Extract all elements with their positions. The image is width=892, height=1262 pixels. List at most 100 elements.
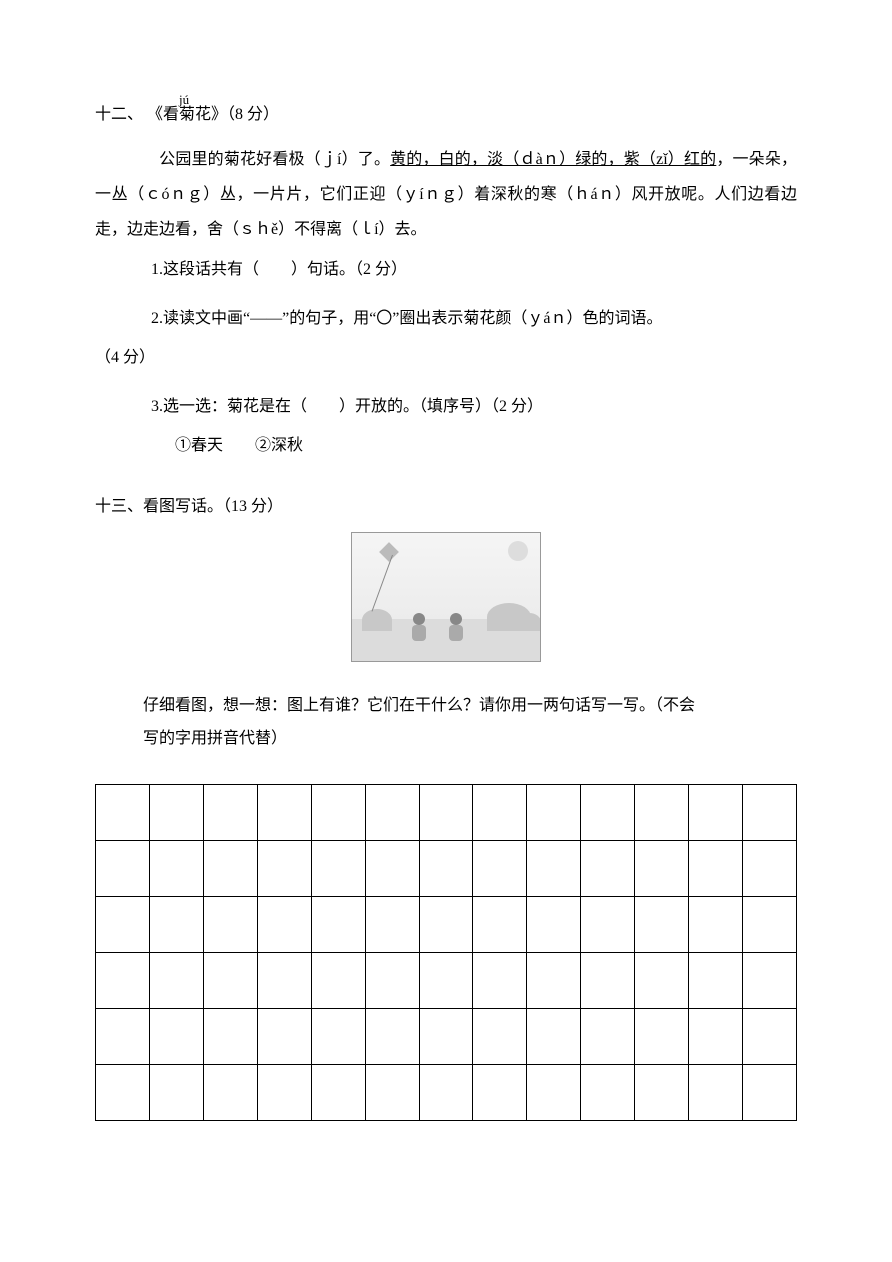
- writing-cell[interactable]: [689, 840, 743, 896]
- passage: 公园里的菊花好看极（ｊí）了。黄的，白的，淡（ｄàｎ）绿的，紫（zǐ）红的，一朵…: [95, 142, 797, 248]
- kite-icon: [379, 542, 399, 562]
- question-3-options: ①春天 ②深秋: [175, 428, 797, 463]
- writing-cell[interactable]: [581, 784, 635, 840]
- writing-cell[interactable]: [149, 840, 203, 896]
- writing-cell[interactable]: [96, 784, 150, 840]
- writing-cell[interactable]: [311, 840, 365, 896]
- writing-cell[interactable]: [96, 1064, 150, 1120]
- writing-cell[interactable]: [527, 784, 581, 840]
- writing-cell[interactable]: [689, 784, 743, 840]
- section-12-number: 十二、: [95, 106, 143, 123]
- section-13-heading: 十三、看图写话。（13 分）: [95, 492, 797, 516]
- writing-cell[interactable]: [473, 896, 527, 952]
- writing-cell[interactable]: [581, 896, 635, 952]
- writing-cell[interactable]: [473, 1008, 527, 1064]
- writing-cell[interactable]: [581, 1064, 635, 1120]
- writing-cell[interactable]: [419, 1008, 473, 1064]
- writing-cell[interactable]: [311, 1008, 365, 1064]
- writing-cell[interactable]: [257, 1008, 311, 1064]
- writing-prompt-line1: 仔细看图，想一想：图上有谁？它们在干什么？请你用一两句话写一写。（不会: [143, 689, 781, 723]
- writing-cell[interactable]: [743, 1064, 797, 1120]
- writing-cell[interactable]: [743, 952, 797, 1008]
- writing-cell[interactable]: [581, 1008, 635, 1064]
- writing-cell[interactable]: [203, 1064, 257, 1120]
- writing-cell[interactable]: [527, 952, 581, 1008]
- writing-cell[interactable]: [365, 784, 419, 840]
- writing-cell[interactable]: [689, 1064, 743, 1120]
- writing-cell[interactable]: [365, 1008, 419, 1064]
- writing-cell[interactable]: [635, 1008, 689, 1064]
- writing-cell[interactable]: [257, 840, 311, 896]
- writing-cell[interactable]: [365, 896, 419, 952]
- writing-cell[interactable]: [96, 840, 150, 896]
- question-2-line1: 2.读读文中画“——”的句子，用“〇”圈出表示菊花颜（ｙáｎ）色的词语。: [151, 301, 797, 336]
- writing-cell[interactable]: [203, 1008, 257, 1064]
- section-12-title-pre: 《看: [147, 106, 179, 123]
- writing-cell[interactable]: [689, 896, 743, 952]
- writing-cell[interactable]: [203, 952, 257, 1008]
- ruby-char-wrap: jú菊: [179, 106, 195, 123]
- writing-cell[interactable]: [257, 784, 311, 840]
- writing-cell[interactable]: [96, 952, 150, 1008]
- ruby-pinyin: jú: [179, 92, 189, 108]
- sun-icon: [508, 541, 528, 561]
- writing-cell[interactable]: [96, 1008, 150, 1064]
- writing-cell[interactable]: [743, 840, 797, 896]
- illustration-holder: [95, 532, 797, 667]
- writing-cell[interactable]: [311, 952, 365, 1008]
- kid-shape: [410, 613, 428, 641]
- ruby-char: 菊: [179, 106, 195, 123]
- writing-cell[interactable]: [527, 896, 581, 952]
- writing-cell[interactable]: [311, 784, 365, 840]
- writing-cell[interactable]: [473, 1064, 527, 1120]
- bush-shape: [517, 613, 541, 631]
- writing-cell[interactable]: [527, 840, 581, 896]
- writing-cell[interactable]: [311, 896, 365, 952]
- writing-cell[interactable]: [527, 1008, 581, 1064]
- writing-cell[interactable]: [257, 1064, 311, 1120]
- writing-cell[interactable]: [743, 784, 797, 840]
- writing-cell[interactable]: [203, 840, 257, 896]
- writing-cell[interactable]: [365, 952, 419, 1008]
- writing-cell[interactable]: [149, 784, 203, 840]
- writing-cell[interactable]: [149, 952, 203, 1008]
- writing-cell[interactable]: [149, 896, 203, 952]
- section-12-title-post: 花》（8 分）: [195, 106, 279, 123]
- question-2-line2: （4 分）: [95, 340, 797, 375]
- writing-cell[interactable]: [203, 896, 257, 952]
- writing-cell[interactable]: [149, 1064, 203, 1120]
- writing-cell[interactable]: [473, 784, 527, 840]
- writing-cell[interactable]: [635, 952, 689, 1008]
- writing-cell[interactable]: [149, 1008, 203, 1064]
- writing-cell[interactable]: [419, 784, 473, 840]
- writing-cell[interactable]: [365, 1064, 419, 1120]
- writing-cell[interactable]: [581, 840, 635, 896]
- writing-cell[interactable]: [311, 1064, 365, 1120]
- writing-cell[interactable]: [419, 896, 473, 952]
- writing-cell[interactable]: [689, 1008, 743, 1064]
- writing-cell[interactable]: [635, 840, 689, 896]
- writing-cell[interactable]: [473, 840, 527, 896]
- writing-cell[interactable]: [257, 896, 311, 952]
- writing-cell[interactable]: [527, 1064, 581, 1120]
- illustration-kids-kite: [351, 532, 541, 662]
- writing-cell[interactable]: [96, 896, 150, 952]
- writing-cell[interactable]: [419, 840, 473, 896]
- writing-cell[interactable]: [257, 952, 311, 1008]
- writing-cell[interactable]: [419, 1064, 473, 1120]
- writing-grid[interactable]: [95, 784, 797, 1121]
- writing-cell[interactable]: [473, 952, 527, 1008]
- writing-cell[interactable]: [419, 952, 473, 1008]
- kite-string: [372, 554, 393, 611]
- writing-cell[interactable]: [689, 952, 743, 1008]
- writing-cell[interactable]: [635, 896, 689, 952]
- writing-cell[interactable]: [635, 784, 689, 840]
- writing-cell[interactable]: [743, 1008, 797, 1064]
- passage-p1a: 公园里的菊花好看极（ｊí）了。: [159, 151, 390, 168]
- writing-cell[interactable]: [365, 840, 419, 896]
- writing-cell[interactable]: [743, 896, 797, 952]
- writing-cell[interactable]: [203, 784, 257, 840]
- bush-shape: [362, 609, 392, 631]
- writing-cell[interactable]: [581, 952, 635, 1008]
- writing-cell[interactable]: [635, 1064, 689, 1120]
